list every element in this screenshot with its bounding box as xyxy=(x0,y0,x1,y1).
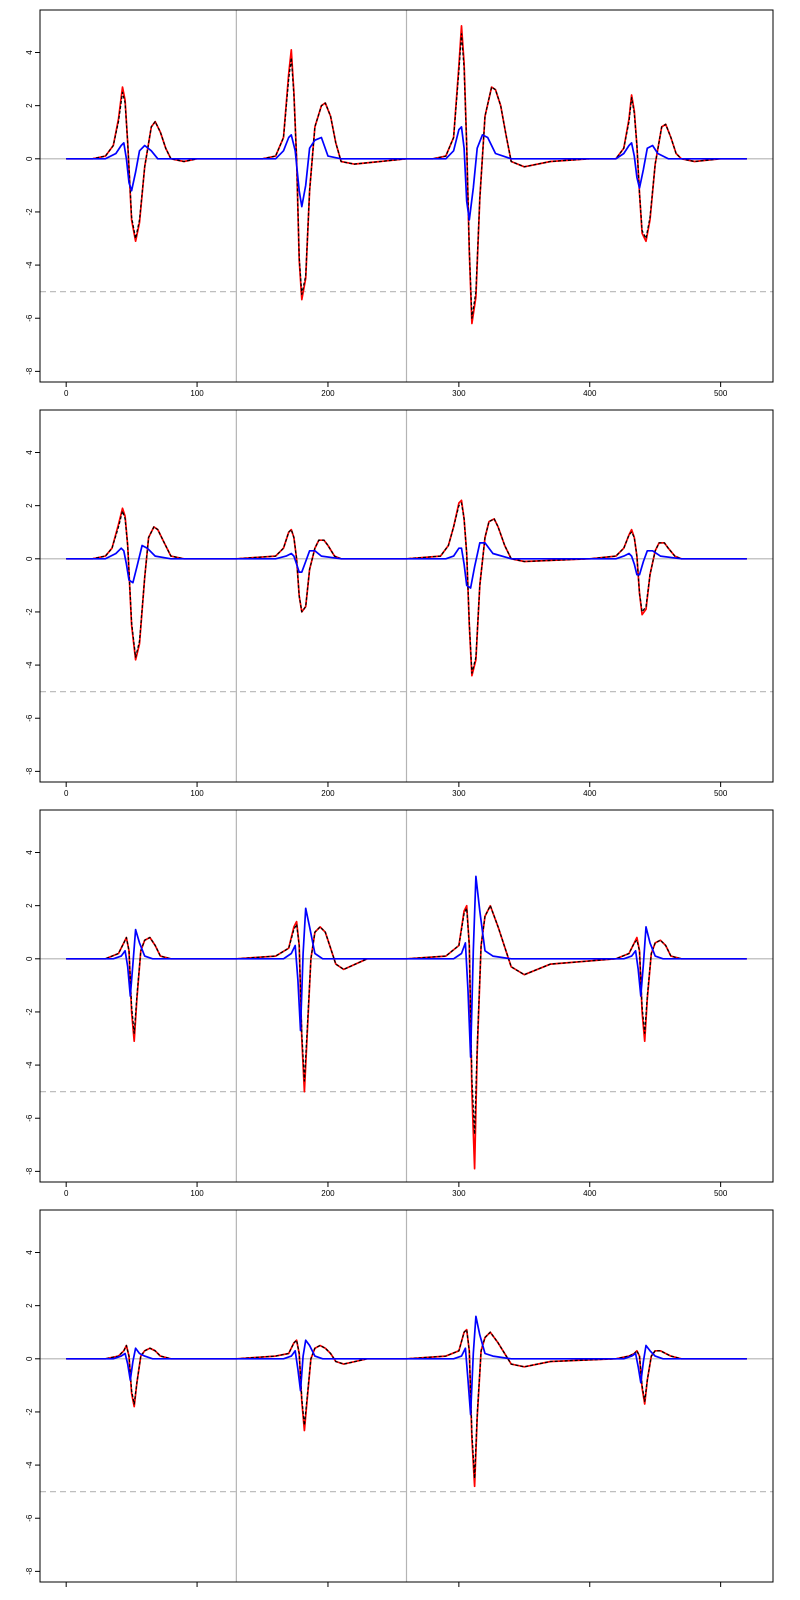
plot-frame xyxy=(39,1209,774,1583)
series-line-2 xyxy=(66,33,747,319)
y-tick-label: -8 xyxy=(25,1567,34,1575)
x-tick-label: 400 xyxy=(583,789,597,798)
series-line-3 xyxy=(66,542,747,589)
series-line-2 xyxy=(66,502,747,674)
y-tick-label: -8 xyxy=(25,1167,34,1175)
y-tick-label: -6 xyxy=(25,1114,34,1122)
x-tick-label: 0 xyxy=(64,789,69,798)
plot-frame xyxy=(39,9,774,383)
x-tick-label: 100 xyxy=(190,1189,204,1198)
y-tick-label: -8 xyxy=(25,767,34,775)
y-tick-label: -2 xyxy=(25,1008,34,1016)
y-tick-label: 0 xyxy=(25,556,34,561)
chart-1-svg: 0 100 200 300 400 500 -8 -6 -4 -2 0 2 4 xyxy=(25,9,774,398)
x-tick-label: 200 xyxy=(321,389,335,398)
y-tick-label: 0 xyxy=(25,956,34,961)
series-line-3 xyxy=(66,875,747,1058)
y-tick-label: -2 xyxy=(25,608,34,616)
series-line-3 xyxy=(66,126,747,221)
chart-panel-3: 0 100 200 300 400 500 -8 -6 -4 -2 0 2 4 xyxy=(0,800,800,1200)
plot-frame xyxy=(39,809,774,1183)
y-tick-label: -2 xyxy=(25,1408,34,1416)
x-tick-label: 500 xyxy=(714,1189,728,1198)
x-tick-label: 300 xyxy=(452,1189,466,1198)
y-tick-label: -6 xyxy=(25,314,34,322)
x-tick-label: 400 xyxy=(583,389,597,398)
x-tick-label: 200 xyxy=(321,1189,335,1198)
x-tick-label: 300 xyxy=(452,789,466,798)
chart-3-svg: 0 100 200 300 400 500 -8 -6 -4 -2 0 2 4 xyxy=(25,809,774,1198)
chart-panel-1: 0 100 200 300 400 500 -8 -6 -4 -2 0 2 4 xyxy=(0,0,800,400)
y-tick-label: 2 xyxy=(25,1303,34,1308)
y-tick-label: 2 xyxy=(25,103,34,108)
y-tick-label: 2 xyxy=(25,503,34,508)
x-tick-label: 0 xyxy=(64,389,69,398)
y-tick-label: -4 xyxy=(25,1461,34,1469)
x-tick-label: 100 xyxy=(190,789,204,798)
x-tick-label: 100 xyxy=(190,389,204,398)
series-line-2 xyxy=(66,905,747,1135)
y-tick-label: 4 xyxy=(25,1250,34,1255)
y-tick-label: 0 xyxy=(25,1356,34,1361)
y-tick-label: 4 xyxy=(25,450,34,455)
x-tick-label: 300 xyxy=(452,389,466,398)
y-tick-label: -6 xyxy=(25,714,34,722)
y-tick-label: -4 xyxy=(25,1061,34,1069)
chart-panel-4: -8 -6 -4 -2 0 2 4 xyxy=(0,1200,800,1600)
series-line-2 xyxy=(66,1328,747,1480)
series-line-3 xyxy=(66,1315,747,1416)
x-tick-label: 500 xyxy=(714,389,728,398)
y-tick-label: -8 xyxy=(25,367,34,375)
y-tick-label: -2 xyxy=(25,208,34,216)
y-tick-label: -4 xyxy=(25,661,34,669)
y-tick-label: 4 xyxy=(25,850,34,855)
x-tick-label: 200 xyxy=(321,789,335,798)
y-tick-label: 0 xyxy=(25,156,34,161)
y-tick-label: -4 xyxy=(25,261,34,269)
chart-4-svg: -8 -6 -4 -2 0 2 4 xyxy=(25,1209,774,1587)
x-tick-label: 500 xyxy=(714,789,728,798)
y-tick-label: 2 xyxy=(25,903,34,908)
x-tick-label: 0 xyxy=(64,1189,69,1198)
plot-frame xyxy=(39,409,774,783)
x-tick-label: 400 xyxy=(583,1189,597,1198)
chart-panel-2: 0 100 200 300 400 500 -8 -6 -4 -2 0 2 4 xyxy=(0,400,800,800)
y-tick-label: 4 xyxy=(25,50,34,55)
y-tick-label: -6 xyxy=(25,1514,34,1522)
chart-2-svg: 0 100 200 300 400 500 -8 -6 -4 -2 0 2 4 xyxy=(25,409,774,798)
